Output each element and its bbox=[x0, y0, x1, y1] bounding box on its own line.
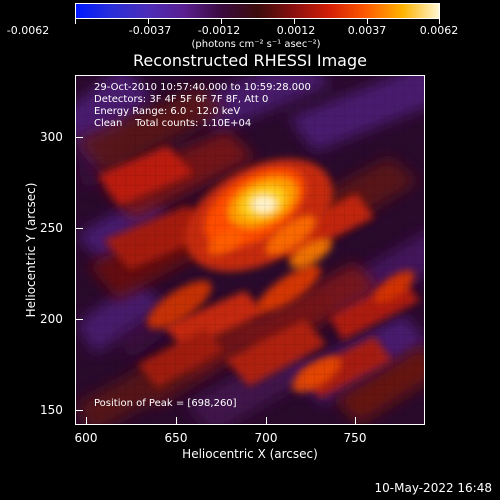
y-axis-title: Heliocentric Y (arcsec) bbox=[24, 182, 38, 318]
colorbar-label: -0.0012 bbox=[197, 24, 241, 37]
x-axis-title: Heliocentric X (arcsec) bbox=[182, 447, 318, 461]
x-axis-label: 650 bbox=[164, 431, 188, 445]
colorbar-tick bbox=[221, 19, 222, 24]
colorbar-tick bbox=[367, 19, 368, 24]
x-axis-tick bbox=[355, 417, 356, 425]
x-axis-label: 600 bbox=[74, 431, 98, 445]
y-axis-label: 150 bbox=[40, 403, 63, 417]
x-axis-label: 700 bbox=[254, 431, 278, 445]
colorbar-tick bbox=[294, 19, 295, 24]
colorbar-label: -0.0062 bbox=[6, 24, 50, 37]
x-axis-tick bbox=[176, 417, 177, 425]
y-axis-tick bbox=[75, 137, 83, 138]
x-axis-label: 750 bbox=[343, 431, 367, 445]
colorbar-label: 0.0037 bbox=[347, 24, 387, 37]
colorbar-tick bbox=[75, 19, 76, 24]
colorbar-units: (photons cm⁻² s⁻¹ asec⁻²) bbox=[191, 39, 321, 50]
x-axis-tick bbox=[266, 417, 267, 425]
colorbar bbox=[75, 3, 440, 19]
colorbar-tick bbox=[439, 19, 440, 24]
clean-total-counts: Clean Total counts: 1.10E+04 bbox=[94, 118, 252, 129]
y-axis-tick bbox=[75, 410, 83, 411]
plot-title: Reconstructed RHESSI Image bbox=[133, 51, 367, 70]
colorbar-label: 0.0062 bbox=[419, 24, 459, 37]
x-axis-tick bbox=[86, 417, 87, 425]
colorbar-label: -0.0037 bbox=[128, 24, 172, 37]
y-axis-label: 250 bbox=[40, 221, 63, 235]
y-axis-label: 300 bbox=[40, 130, 63, 144]
colorbar-label: 0.0012 bbox=[276, 24, 316, 37]
footer-date: 10-May-2022 16:48 bbox=[374, 481, 492, 495]
y-axis-tick bbox=[75, 319, 83, 320]
observation-time: 29-Oct-2010 10:57:40.000 to 10:59:28.000 bbox=[94, 82, 311, 93]
y-axis-label: 200 bbox=[40, 312, 63, 326]
y-axis-tick bbox=[75, 228, 83, 229]
peak-position: Position of Peak = [698,260] bbox=[94, 398, 237, 409]
colorbar-tick bbox=[148, 19, 149, 24]
detector-info: Detectors: 3F 4F 5F 6F 7F 8F, Att 0 bbox=[94, 94, 269, 105]
rhessi-image bbox=[75, 75, 425, 425]
energy-range: Energy Range: 6.0 - 12.0 keV bbox=[94, 106, 241, 117]
